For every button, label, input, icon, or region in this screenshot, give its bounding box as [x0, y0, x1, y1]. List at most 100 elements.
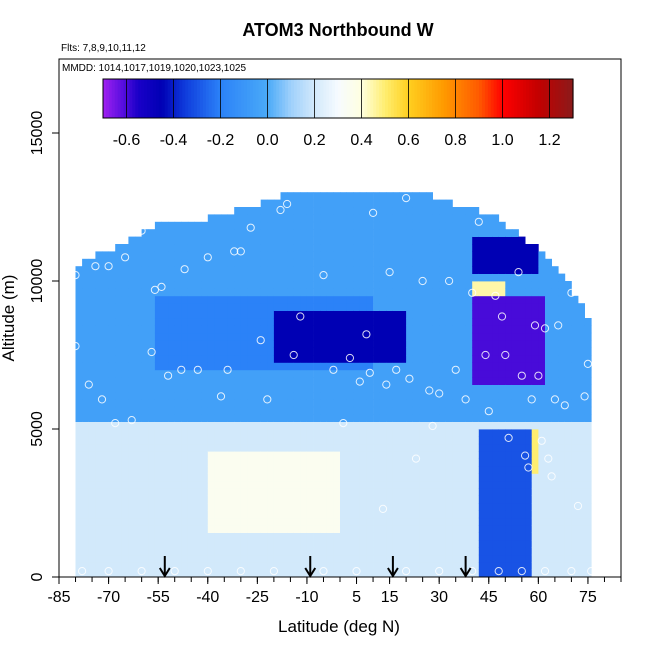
- heatmap-cell: [287, 281, 295, 289]
- heatmap-cell: [88, 332, 96, 341]
- heatmap-cell: [373, 221, 381, 230]
- heatmap-cell: [426, 384, 433, 393]
- heatmap-cell: [439, 540, 447, 548]
- heatmap-cell: [267, 473, 275, 482]
- colorbar-segment: [540, 79, 545, 118]
- heatmap-cell: [82, 517, 90, 526]
- heatmap-cell: [485, 547, 493, 556]
- heatmap-cell: [346, 532, 354, 541]
- heatmap-cell: [95, 517, 103, 526]
- heatmap-cell: [346, 562, 354, 570]
- observation-point: [445, 276, 454, 286]
- heatmap-cell: [399, 554, 407, 563]
- heatmap-cell: [538, 458, 546, 467]
- heatmap-cell: [300, 473, 308, 482]
- heatmap-cell: [88, 517, 96, 526]
- heatmap-cell: [571, 347, 579, 356]
- heatmap-cell: [366, 488, 374, 496]
- heatmap-cell: [478, 273, 486, 282]
- heatmap-cell: [366, 399, 374, 408]
- heatmap-cell: [121, 310, 129, 319]
- heatmap-cell: [333, 288, 341, 297]
- heatmap-cell: [571, 392, 579, 400]
- heatmap-cell: [128, 480, 136, 489]
- heatmap-cell: [399, 281, 407, 289]
- heatmap-cell: [227, 562, 235, 570]
- heatmap-cell: [505, 525, 513, 533]
- heatmap-cell: [498, 510, 506, 519]
- heatmap-cell: [373, 288, 381, 297]
- heatmap-cell: [135, 288, 142, 297]
- heatmap-cell: [366, 525, 374, 533]
- colorbar-segment: [152, 79, 157, 118]
- heatmap-cell: [102, 554, 109, 563]
- heatmap-cell: [102, 377, 109, 385]
- heatmap-cell: [353, 318, 361, 326]
- heatmap-cell: [273, 281, 281, 289]
- heatmap-cell: [128, 406, 136, 415]
- heatmap-cell: [386, 503, 394, 511]
- heatmap-cell: [584, 414, 592, 422]
- heatmap-cell: [366, 221, 374, 230]
- heatmap-cell: [551, 429, 559, 437]
- colorbar-segment: [229, 79, 233, 118]
- heatmap-cell: [472, 399, 480, 408]
- heatmap-cell: [525, 266, 533, 274]
- heatmap-cell: [154, 406, 162, 415]
- heatmap-cell: [373, 340, 381, 348]
- heatmap-cell: [366, 473, 374, 482]
- heatmap-cell: [293, 458, 301, 467]
- heatmap-cell: [273, 399, 281, 408]
- heatmap-cell: [340, 510, 347, 519]
- heatmap-cell: [260, 281, 268, 289]
- heatmap-cell: [492, 414, 500, 422]
- heatmap-cell: [472, 266, 480, 274]
- heatmap-cell: [459, 488, 466, 496]
- heatmap-cell: [525, 473, 533, 482]
- heatmap-cell: [161, 332, 169, 341]
- heatmap-cell: [154, 244, 162, 252]
- heatmap-cell: [141, 340, 149, 348]
- heatmap-cell: [564, 443, 572, 452]
- heatmap-cell: [267, 384, 275, 393]
- heatmap-cell: [505, 562, 513, 570]
- heatmap-cell: [300, 273, 308, 282]
- heatmap-cell: [326, 192, 334, 200]
- heatmap-cell: [465, 303, 473, 311]
- heatmap-cell: [459, 303, 466, 311]
- heatmap-cell: [168, 473, 176, 482]
- heatmap-cell: [432, 207, 440, 215]
- heatmap-cell: [373, 266, 381, 274]
- heatmap-cell: [181, 473, 189, 482]
- heatmap-cell: [558, 406, 566, 415]
- heatmap-cell: [102, 562, 109, 570]
- heatmap-cell: [419, 384, 427, 393]
- heatmap-cell: [207, 288, 215, 297]
- heatmap-cell: [108, 355, 116, 363]
- heatmap-cell: [558, 436, 566, 445]
- heatmap-cell: [273, 199, 281, 208]
- heatmap-cell: [280, 332, 288, 341]
- heatmap-cell: [445, 399, 453, 408]
- heatmap-cell: [525, 414, 533, 422]
- heatmap-cell: [386, 369, 394, 378]
- heatmap-cell: [518, 421, 526, 430]
- colorbar-segment: [508, 79, 512, 118]
- heatmap-cell: [419, 510, 427, 519]
- heatmap-cell: [386, 532, 394, 541]
- heatmap-cell: [379, 443, 387, 452]
- heatmap-cell: [379, 369, 387, 378]
- heatmap-cell: [386, 251, 394, 260]
- heatmap-cell: [108, 362, 116, 371]
- heatmap-cell: [273, 244, 281, 252]
- heatmap-cell: [227, 318, 235, 326]
- heatmap-cell: [492, 332, 500, 341]
- heatmap-cell: [571, 562, 579, 570]
- heatmap-cell: [485, 347, 493, 356]
- heatmap-cell: [300, 451, 308, 459]
- heatmap-cell: [161, 303, 169, 311]
- heatmap-cell: [465, 340, 473, 348]
- heatmap-cell: [168, 429, 176, 437]
- heatmap-cell: [234, 266, 242, 274]
- heatmap-cell: [102, 347, 109, 356]
